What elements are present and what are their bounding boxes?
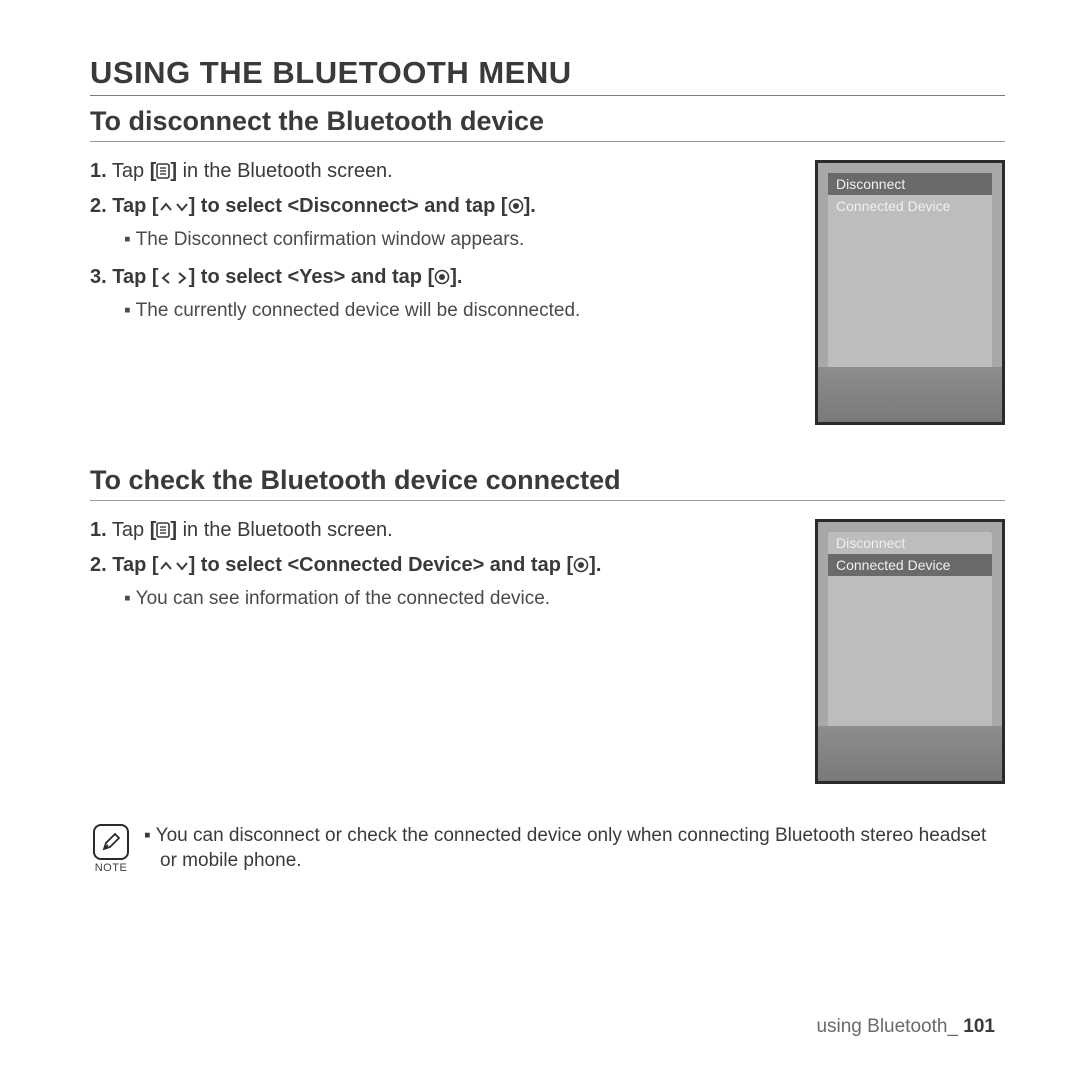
device-menu-item: Connected Device — [828, 195, 992, 217]
step-2-bullet: The Disconnect confirmation window appea… — [124, 228, 790, 252]
note-block: NOTE You can disconnect or check the con… — [90, 824, 1005, 874]
step-2: 2. Tap [] to select <Disconnect> and tap… — [90, 193, 790, 220]
steps-list: 1. Tap [] in the Bluetooth screen. 2. Ta… — [90, 517, 790, 623]
device-menu-item: Disconnect — [828, 173, 992, 195]
left-right-icon — [159, 271, 189, 285]
device-wheel — [818, 367, 1002, 422]
step-2: 2. Tap [] to select <Connected Device> a… — [90, 552, 790, 579]
target-icon — [573, 557, 589, 573]
up-down-icon — [159, 559, 189, 573]
page-title: USING THE BLUETOOTH MENU — [90, 55, 1005, 96]
step-1: 1. Tap [] in the Bluetooth screen. — [90, 158, 790, 185]
pencil-icon — [93, 824, 129, 860]
device-menu-item: Disconnect — [828, 532, 992, 554]
device-screenshot-2: Disconnect Connected Device — [815, 519, 1005, 784]
note-text: You can disconnect or check the connecte… — [144, 824, 1005, 873]
menu-rect-icon — [156, 163, 170, 179]
section-heading: To disconnect the Bluetooth device — [90, 106, 1005, 142]
device-menu-item: Connected Device — [828, 554, 992, 576]
step-3: 3. Tap [] to select <Yes> and tap []. — [90, 264, 790, 291]
device-wheel — [818, 726, 1002, 781]
section-heading: To check the Bluetooth device connected — [90, 465, 1005, 501]
menu-rect-icon — [156, 522, 170, 538]
section-disconnect: To disconnect the Bluetooth device 1. Ta… — [90, 106, 1005, 425]
page-footer: using Bluetooth_ 101 — [816, 1016, 995, 1038]
step-3-bullet: The currently connected device will be d… — [124, 299, 790, 323]
step-2-bullet: You can see information of the connected… — [124, 587, 790, 611]
steps-list: 1. Tap [] in the Bluetooth screen. 2. Ta… — [90, 158, 790, 335]
up-down-icon — [159, 200, 189, 214]
note-label: NOTE — [90, 862, 132, 874]
target-icon — [434, 269, 450, 285]
device-screenshot-1: Disconnect Connected Device — [815, 160, 1005, 425]
target-icon — [508, 198, 524, 214]
section-check-connected: To check the Bluetooth device connected … — [90, 465, 1005, 784]
step-1: 1. Tap [] in the Bluetooth screen. — [90, 517, 790, 544]
